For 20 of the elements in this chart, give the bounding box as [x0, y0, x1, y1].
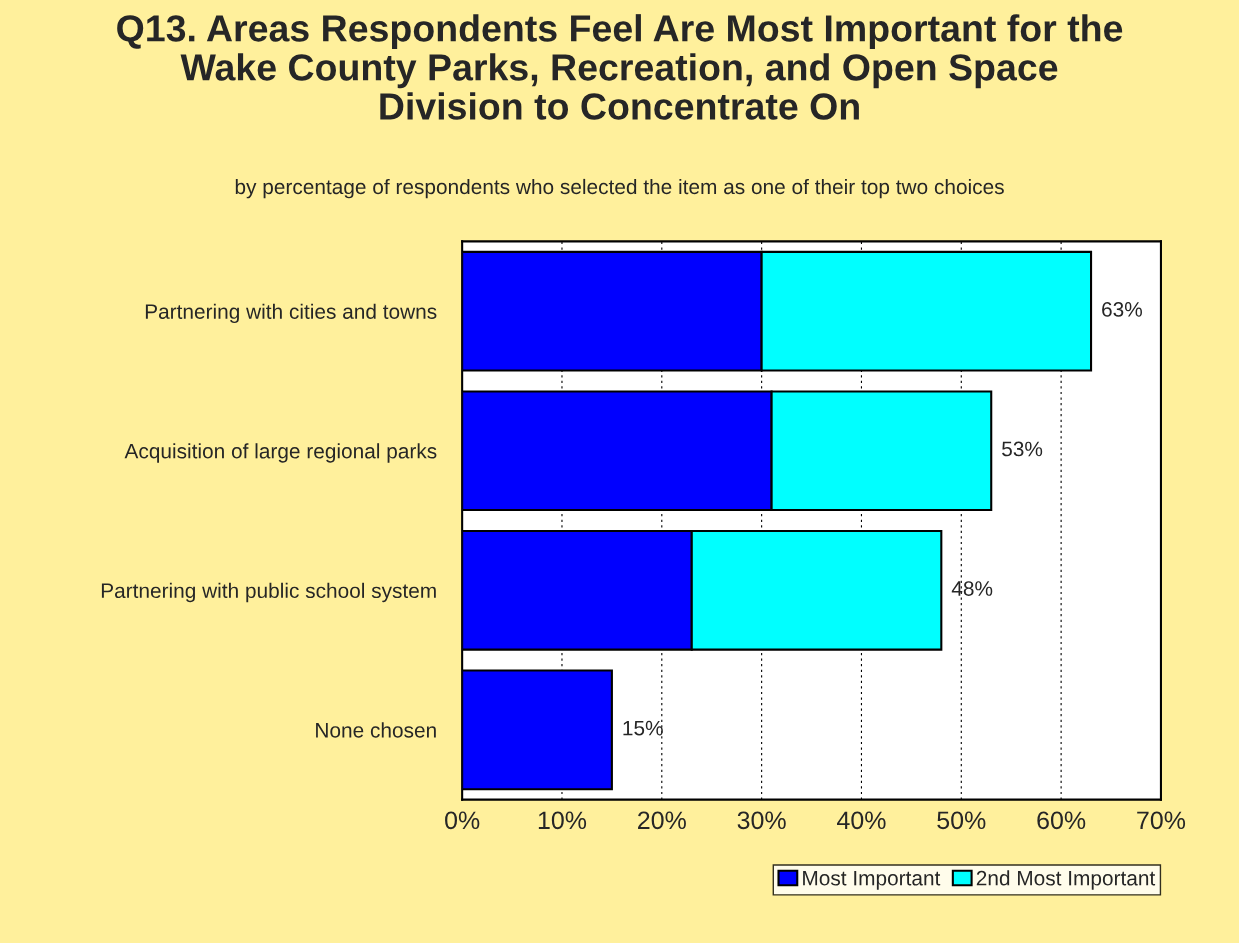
total-label: 53% — [1002, 441, 1043, 457]
x-tick-label: 10% — [538, 811, 587, 830]
x-tick-label: 60% — [1037, 811, 1086, 830]
x-tick-label: 30% — [737, 811, 786, 830]
chart-subtitle: by percentage of respondents who selected the item as one of their top two choices — [235, 178, 1004, 199]
legend-label: Most Important — [803, 871, 941, 890]
x-tick-label: 40% — [837, 811, 886, 830]
x-tick-label: 0% — [445, 811, 480, 830]
x-tick-label: 70% — [1137, 811, 1186, 830]
x-tick-label: 50% — [937, 811, 986, 830]
y-tick-label: None chosen — [316, 722, 436, 738]
total-label: 15% — [623, 720, 663, 736]
total-label: 48% — [951, 581, 993, 596]
legend-label: 2nd Most Important — [976, 870, 1156, 890]
y-tick-label: Partnering with public school system — [101, 582, 436, 603]
y-tick-label: Partnering with cities and towns — [145, 303, 437, 324]
x-tick-label: 20% — [638, 811, 686, 830]
y-tick-label: Acquisition of large regional parks — [124, 443, 437, 463]
total-label: 63% — [1102, 302, 1142, 317]
chart-title: Q13. Areas Respondents Feel Are Most Important for the Wake County Parks, Recreation, and Open Space Division to Concentrate On — [117, 14, 1123, 120]
